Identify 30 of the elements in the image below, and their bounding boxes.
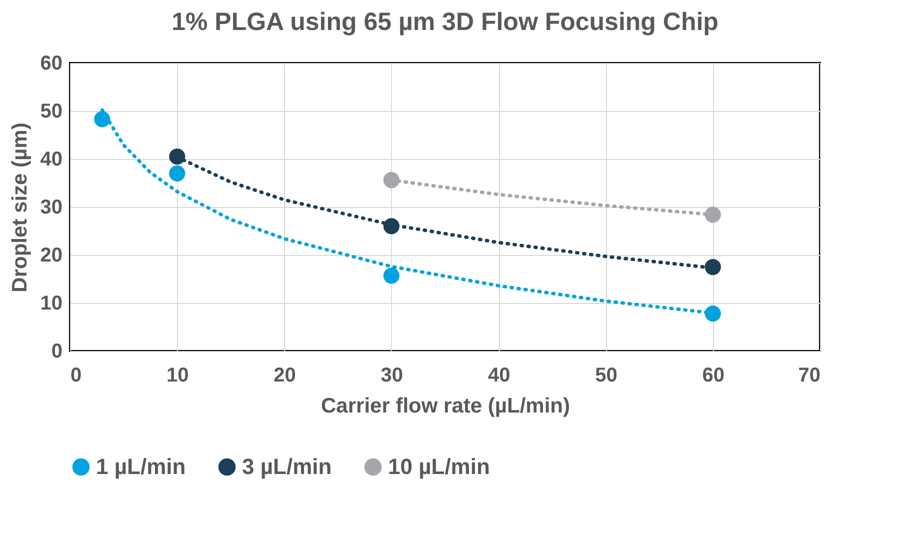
point: [169, 148, 186, 165]
point: [704, 258, 721, 276]
chart-title: 1% PLGA using 65 µm 3D Flow Focusing Chip: [172, 8, 718, 36]
y-tick-label: 50: [40, 100, 62, 122]
x-tick-label: 10: [166, 364, 189, 386]
y-axis-title: Droplet size (µm): [8, 122, 32, 292]
legend-label: 3 µL/min: [242, 454, 332, 479]
x-axis-title: Carrier flow rate (µL/min): [321, 394, 570, 418]
y-tick-label: 60: [40, 52, 62, 74]
x-tick-label: 40: [488, 364, 510, 386]
x-tick-label: 50: [595, 364, 618, 386]
x-tick-label: 60: [702, 364, 724, 386]
point: [704, 306, 721, 322]
point: [383, 218, 400, 234]
y-tick-label: 40: [40, 148, 62, 170]
y-tick-label: 0: [51, 340, 62, 362]
x-tick-label: 70: [798, 364, 820, 386]
point: [383, 268, 400, 284]
y-tick-label: 30: [40, 196, 62, 218]
y-tick-label: 10: [40, 292, 62, 314]
point: [383, 172, 400, 188]
y-tick-label: 20: [40, 244, 62, 266]
point: [94, 111, 110, 128]
x-tick-label: 20: [274, 364, 296, 386]
point: [169, 165, 186, 182]
legend-label: 1 µL/min: [96, 454, 186, 479]
x-tick-label: 0: [70, 364, 82, 386]
legend-label: 10 µL/min: [388, 454, 490, 479]
point: [704, 206, 721, 223]
x-tick-label: 30: [380, 364, 404, 386]
